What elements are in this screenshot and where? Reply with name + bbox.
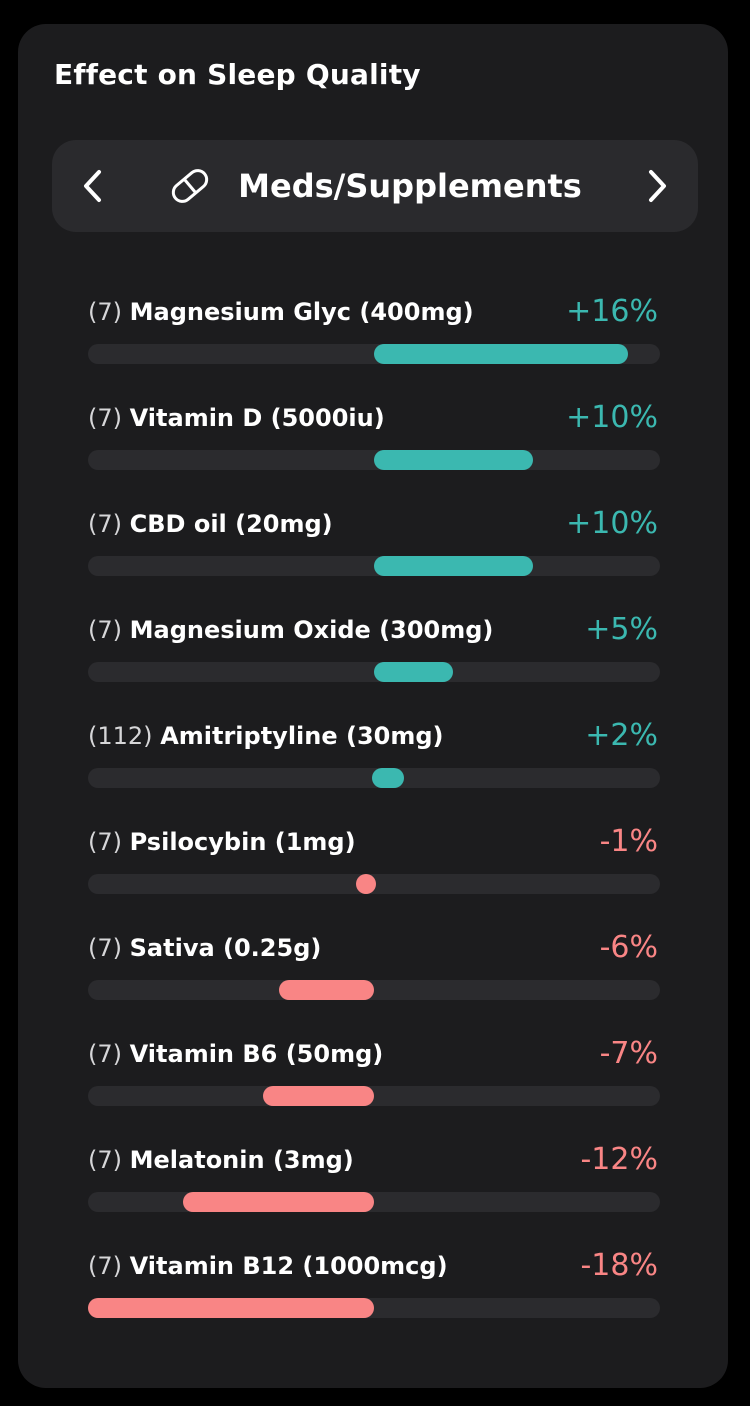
effect-label: (7) Vitamin B12 (1000mcg) — [88, 1252, 448, 1280]
effect-percent: -6% — [599, 930, 658, 965]
supplement-name: CBD oil (20mg) — [129, 510, 333, 538]
effect-bar-track — [88, 556, 660, 576]
positive-effect-bar — [374, 556, 533, 576]
effect-label: (7) Magnesium Oxide (300mg) — [88, 616, 493, 644]
prev-category-button[interactable] — [68, 162, 116, 210]
effect-row[interactable]: (7) Magnesium Glyc (400mg) +16% — [88, 290, 660, 396]
supplement-name: Sativa (0.25g) — [129, 934, 322, 962]
category-selector: Meds/Supplements — [52, 140, 698, 232]
card-title: Effect on Sleep Quality — [54, 58, 421, 91]
effect-row-header: (7) Magnesium Glyc (400mg) +16% — [88, 290, 660, 338]
supplement-name: Vitamin D (5000iu) — [129, 404, 385, 432]
positive-effect-bar — [372, 768, 404, 788]
effect-label: (7) CBD oil (20mg) — [88, 510, 333, 538]
negative-effect-bar — [279, 980, 374, 1000]
effect-bar-track — [88, 980, 660, 1000]
effect-percent: -18% — [580, 1248, 658, 1283]
negative-effect-bar — [263, 1086, 374, 1106]
sample-count: (7) — [88, 616, 122, 644]
sample-count: (7) — [88, 298, 122, 326]
sample-count: (112) — [88, 722, 153, 750]
effect-label: (7) Psilocybin (1mg) — [88, 828, 356, 856]
effect-bar-track — [88, 450, 660, 470]
supplement-name: Magnesium Oxide (300mg) — [129, 616, 494, 644]
effect-row-header: (112) Amitriptyline (30mg) +2% — [88, 714, 660, 762]
effect-row-header: (7) Vitamin D (5000iu) +10% — [88, 396, 660, 444]
effect-bar-track — [88, 874, 660, 894]
effect-percent: -1% — [599, 824, 658, 859]
effect-bar-track — [88, 662, 660, 682]
effect-bar-track — [88, 344, 660, 364]
effect-row[interactable]: (7) CBD oil (20mg) +10% — [88, 502, 660, 608]
effect-row-header: (7) Vitamin B12 (1000mcg) -18% — [88, 1244, 660, 1292]
sample-count: (7) — [88, 1252, 122, 1280]
sample-count: (7) — [88, 404, 122, 432]
effect-row[interactable]: (7) Psilocybin (1mg) -1% — [88, 820, 660, 926]
effect-row[interactable]: (112) Amitriptyline (30mg) +2% — [88, 714, 660, 820]
effect-percent: -7% — [599, 1036, 658, 1071]
effect-bar-track — [88, 1192, 660, 1212]
sleep-quality-card: Effect on Sleep Quality Meds/Supplements… — [18, 24, 728, 1388]
effect-percent: +2% — [585, 718, 658, 753]
sample-count: (7) — [88, 828, 122, 856]
supplement-name: Psilocybin (1mg) — [129, 828, 356, 856]
effect-percent: -12% — [580, 1142, 658, 1177]
sample-count: (7) — [88, 510, 122, 538]
positive-effect-bar — [374, 450, 533, 470]
effect-row[interactable]: (7) Vitamin D (5000iu) +10% — [88, 396, 660, 502]
effect-percent: +5% — [585, 612, 658, 647]
effect-row[interactable]: (7) Vitamin B6 (50mg) -7% — [88, 1032, 660, 1138]
effect-percent: +10% — [566, 506, 658, 541]
effect-label: (7) Melatonin (3mg) — [88, 1146, 354, 1174]
negative-effect-bar — [88, 1298, 374, 1318]
sample-count: (7) — [88, 934, 122, 962]
positive-effect-bar — [374, 662, 453, 682]
sample-count: (7) — [88, 1146, 122, 1174]
effect-row-header: (7) Sativa (0.25g) -6% — [88, 926, 660, 974]
effect-row-header: (7) Melatonin (3mg) -12% — [88, 1138, 660, 1186]
effect-row-header: (7) Psilocybin (1mg) -1% — [88, 820, 660, 868]
effect-row-header: (7) Vitamin B6 (50mg) -7% — [88, 1032, 660, 1080]
effect-label: (112) Amitriptyline (30mg) — [88, 722, 444, 750]
effect-label: (7) Vitamin D (5000iu) — [88, 404, 385, 432]
positive-effect-bar — [374, 344, 628, 364]
pill-icon — [171, 169, 209, 203]
supplement-name: Vitamin B6 (50mg) — [129, 1040, 384, 1068]
chevron-right-icon — [649, 170, 666, 202]
effect-bar-track — [88, 768, 660, 788]
supplement-name: Vitamin B12 (1000mcg) — [129, 1252, 448, 1280]
supplement-name: Melatonin (3mg) — [129, 1146, 354, 1174]
next-category-button[interactable] — [634, 162, 682, 210]
effect-label: (7) Vitamin B6 (50mg) — [88, 1040, 383, 1068]
sample-count: (7) — [88, 1040, 122, 1068]
effect-row-header: (7) Magnesium Oxide (300mg) +5% — [88, 608, 660, 656]
effect-row-header: (7) CBD oil (20mg) +10% — [88, 502, 660, 550]
effect-list: (7) Magnesium Glyc (400mg) +16% (7) Vitami… — [88, 290, 660, 1350]
effect-row[interactable]: (7) Vitamin B12 (1000mcg) -18% — [88, 1244, 660, 1350]
effect-row[interactable]: (7) Magnesium Oxide (300mg) +5% — [88, 608, 660, 714]
negative-effect-bar — [356, 874, 376, 894]
chevron-left-icon — [84, 170, 101, 202]
effect-bar-track — [88, 1086, 660, 1106]
effect-row[interactable]: (7) Sativa (0.25g) -6% — [88, 926, 660, 1032]
effect-label: (7) Magnesium Glyc (400mg) — [88, 298, 474, 326]
category-label: Meds/Supplements — [238, 167, 582, 205]
effect-percent: +10% — [566, 400, 658, 435]
effect-row[interactable]: (7) Melatonin (3mg) -12% — [88, 1138, 660, 1244]
effect-bar-track — [88, 1298, 660, 1318]
effect-label: (7) Sativa (0.25g) — [88, 934, 321, 962]
supplement-name: Magnesium Glyc (400mg) — [129, 298, 474, 326]
negative-effect-bar — [183, 1192, 374, 1212]
category-display: Meds/Supplements — [52, 140, 698, 232]
effect-percent: +16% — [566, 294, 658, 329]
supplement-name: Amitriptyline (30mg) — [160, 722, 444, 750]
